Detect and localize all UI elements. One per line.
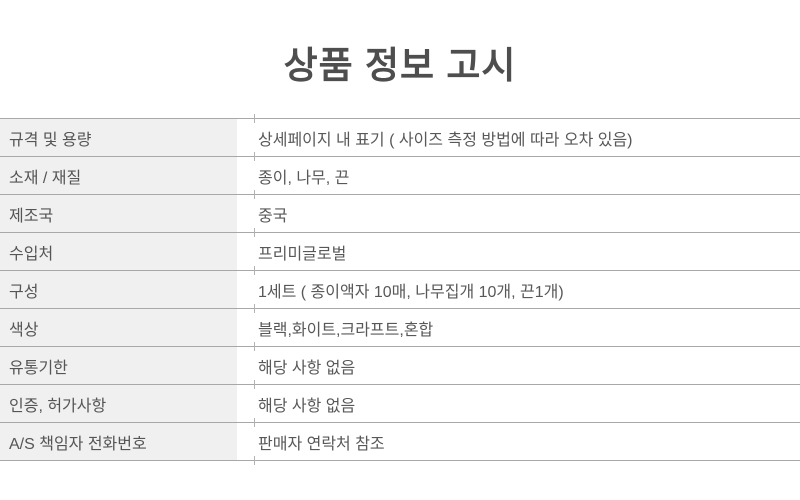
row-value: 블랙,화이트,크라프트,혼합 (237, 309, 800, 346)
product-info-table: 규격 및 용량 상세페이지 내 표기 ( 사이즈 측정 방법에 따라 오차 있음… (0, 114, 800, 465)
row-value: 상세페이지 내 표기 ( 사이즈 측정 방법에 따라 오차 있음) (237, 119, 800, 156)
row-label: 수입처 (0, 233, 237, 270)
row-value: 프리미글로벌 (237, 233, 800, 270)
row-value: 종이, 나무, 끈 (237, 157, 800, 194)
row-value: 1세트 ( 종이액자 10매, 나무집개 10개, 끈1개) (237, 271, 800, 308)
table-row: A/S 책임자 전화번호 판매자 연락처 참조 (0, 418, 800, 465)
row-label: 인증, 허가사항 (0, 385, 237, 422)
table-row: 구성 1세트 ( 종이액자 10매, 나무집개 10개, 끈1개) (0, 266, 800, 308)
row-label: 색상 (0, 309, 237, 346)
row-value: 판매자 연락처 참조 (237, 423, 800, 460)
row-label: 유통기한 (0, 347, 237, 384)
row-label: 규격 및 용량 (0, 119, 237, 156)
table-row: 규격 및 용량 상세페이지 내 표기 ( 사이즈 측정 방법에 따라 오차 있음… (0, 114, 800, 156)
row-label: 소재 / 재질 (0, 157, 237, 194)
table-row: 유통기한 해당 사항 없음 (0, 342, 800, 384)
row-value: 해당 사항 없음 (237, 347, 800, 384)
table-row: 제조국 중국 (0, 190, 800, 232)
row-label: A/S 책임자 전화번호 (0, 423, 237, 460)
table-row: 인증, 허가사항 해당 사항 없음 (0, 380, 800, 422)
table-row: 소재 / 재질 종이, 나무, 끈 (0, 152, 800, 194)
table-row: 수입처 프리미글로벌 (0, 228, 800, 270)
row-value: 해당 사항 없음 (237, 385, 800, 422)
row-label: 구성 (0, 271, 237, 308)
row-label: 제조국 (0, 195, 237, 232)
row-value: 중국 (237, 195, 800, 232)
table-row: 색상 블랙,화이트,크라프트,혼합 (0, 304, 800, 346)
page-title: 상품 정보 고시 (283, 45, 517, 86)
